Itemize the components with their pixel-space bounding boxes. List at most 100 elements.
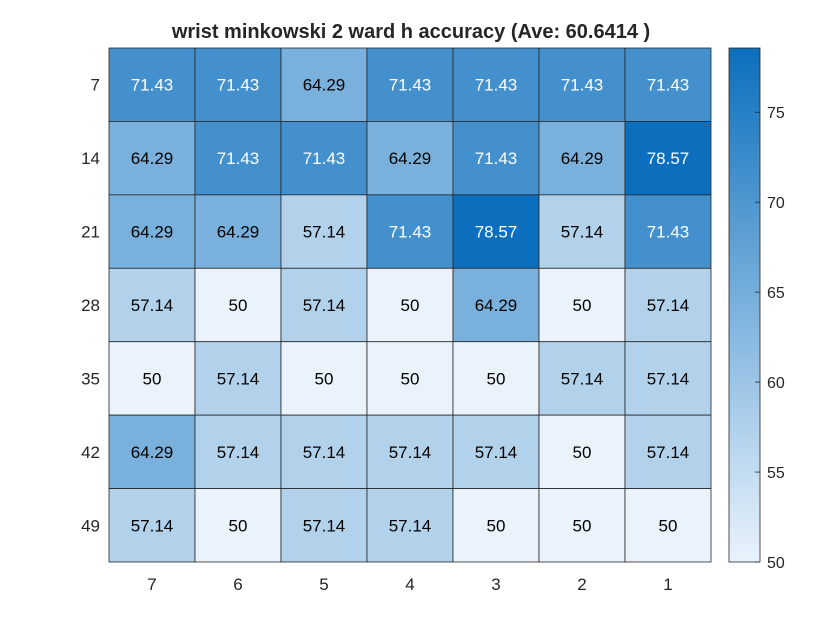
cell-value-label: 78.57 xyxy=(647,149,690,168)
y-tick-label: 7 xyxy=(91,76,100,95)
heatmap-cell xyxy=(108,341,196,416)
cell-value-label: 71.43 xyxy=(389,76,432,95)
colorbar: 50 55 60 65 70 75 xyxy=(728,47,785,572)
cell-value-label: 50 xyxy=(315,369,334,388)
cell-value-label: 71.43 xyxy=(647,223,690,242)
heatmap-cell xyxy=(194,414,282,489)
cell-value-label: 57.14 xyxy=(647,296,690,315)
cell-value-label: 57.14 xyxy=(561,369,604,388)
cell-value-label: 57.14 xyxy=(647,369,690,388)
heatmap-cell xyxy=(108,414,196,489)
cell-value-label: 71.43 xyxy=(561,76,604,95)
heatmap-cell xyxy=(366,194,454,269)
heatmap-cell xyxy=(624,121,712,196)
cell-value-label: 50 xyxy=(229,296,248,315)
cell-value-label: 64.29 xyxy=(561,149,604,168)
heatmap-cell xyxy=(108,47,196,122)
heatmap-cell xyxy=(538,488,626,563)
cell-value-label: 57.14 xyxy=(217,443,260,462)
heatmap-cell xyxy=(452,488,540,563)
x-tick-label: 2 xyxy=(577,575,586,594)
heatmap-cell xyxy=(108,267,196,343)
heatmap-cell xyxy=(366,267,454,343)
cell-value-label: 64.29 xyxy=(131,443,174,462)
colorbar-tick-label: 55 xyxy=(767,465,785,482)
colorbar-gradient xyxy=(728,47,761,563)
cell-value-label: 71.43 xyxy=(475,149,518,168)
cell-value-label: 57.14 xyxy=(475,443,518,462)
cell-value-label: 64.29 xyxy=(389,149,432,168)
colorbar-tick-label: 70 xyxy=(767,195,785,212)
chart-title: wrist minkowski 2 ward h accuracy (Ave: … xyxy=(171,21,650,43)
cell-value-label: 57.14 xyxy=(131,516,174,535)
y-axis-ticks: 7 14 21 28 35 42 49 xyxy=(81,76,100,536)
heatmap-cell xyxy=(452,414,540,489)
cell-value-label: 57.14 xyxy=(303,443,346,462)
cell-value-label: 71.43 xyxy=(475,76,518,95)
cell-value-label: 57.14 xyxy=(561,223,604,242)
cell-value-label: 57.14 xyxy=(303,223,346,242)
cell-value-label: 64.29 xyxy=(131,223,174,242)
cell-value-label: 71.43 xyxy=(389,223,432,242)
cell-value-label: 78.57 xyxy=(475,223,518,242)
heatmap-cell xyxy=(452,121,540,196)
heatmap-cell xyxy=(280,194,368,269)
heatmap-cell xyxy=(280,341,368,416)
heatmap-cell xyxy=(538,194,626,269)
cell-value-label: 71.43 xyxy=(217,149,260,168)
cell-value-label: 50 xyxy=(659,516,678,535)
heatmap-cell xyxy=(280,414,368,489)
heatmap-cell xyxy=(624,267,712,343)
heatmap-cell xyxy=(452,47,540,122)
heatmap-cell xyxy=(538,267,626,343)
x-tick-label: 7 xyxy=(147,575,156,594)
colorbar-tick-label: 65 xyxy=(767,285,785,302)
cell-value-label: 57.14 xyxy=(647,443,690,462)
cell-value-label: 71.43 xyxy=(647,76,690,95)
heatmap-cell xyxy=(194,194,282,269)
y-tick-label: 42 xyxy=(81,443,100,462)
cell-value-label: 50 xyxy=(229,516,248,535)
cell-value-label: 64.29 xyxy=(475,296,518,315)
y-tick-label: 28 xyxy=(81,296,100,315)
heatmap-cell xyxy=(108,488,196,563)
cell-value-label: 64.29 xyxy=(217,223,260,242)
cell-value-label: 57.14 xyxy=(131,296,174,315)
cell-value-label: 57.14 xyxy=(303,296,346,315)
x-tick-label: 5 xyxy=(319,575,328,594)
cell-value-label: 64.29 xyxy=(131,149,174,168)
cell-value-label: 57.14 xyxy=(389,516,432,535)
colorbar-tick-label: 50 xyxy=(767,555,785,572)
colorbar-tick-label: 60 xyxy=(767,375,785,392)
heatmap-cell xyxy=(280,47,368,122)
heatmap-cell xyxy=(366,488,454,563)
y-tick-label: 49 xyxy=(81,516,100,535)
heatmap-cell xyxy=(624,194,712,269)
cell-value-label: 71.43 xyxy=(217,76,260,95)
colorbar-tick-label: 75 xyxy=(767,105,785,122)
cell-value-label: 50 xyxy=(143,369,162,388)
x-tick-label: 6 xyxy=(233,575,242,594)
cell-value-label: 50 xyxy=(487,516,506,535)
x-tick-label: 3 xyxy=(491,575,500,594)
heatmap-cell xyxy=(452,194,540,269)
y-tick-label: 14 xyxy=(81,149,100,168)
cell-value-label: 50 xyxy=(401,369,420,388)
cell-value-label: 57.14 xyxy=(303,516,346,535)
cell-value-label: 64.29 xyxy=(303,76,346,95)
heatmap-cell xyxy=(538,47,626,122)
heatmap-cell xyxy=(194,267,282,343)
heatmap-cell xyxy=(108,194,196,269)
cell-value-label: 50 xyxy=(573,516,592,535)
x-tick-label: 4 xyxy=(405,575,414,594)
cell-value-label: 50 xyxy=(487,369,506,388)
heatmap-cell xyxy=(624,488,712,563)
heatmap-cell xyxy=(108,121,196,196)
x-axis-ticks: 7 6 5 4 3 2 1 xyxy=(147,575,672,594)
heatmap-cell xyxy=(194,47,282,122)
cell-value-label: 71.43 xyxy=(303,149,346,168)
heatmap-cell xyxy=(280,488,368,563)
cell-value-label: 57.14 xyxy=(389,443,432,462)
heatmap-cell xyxy=(624,414,712,489)
